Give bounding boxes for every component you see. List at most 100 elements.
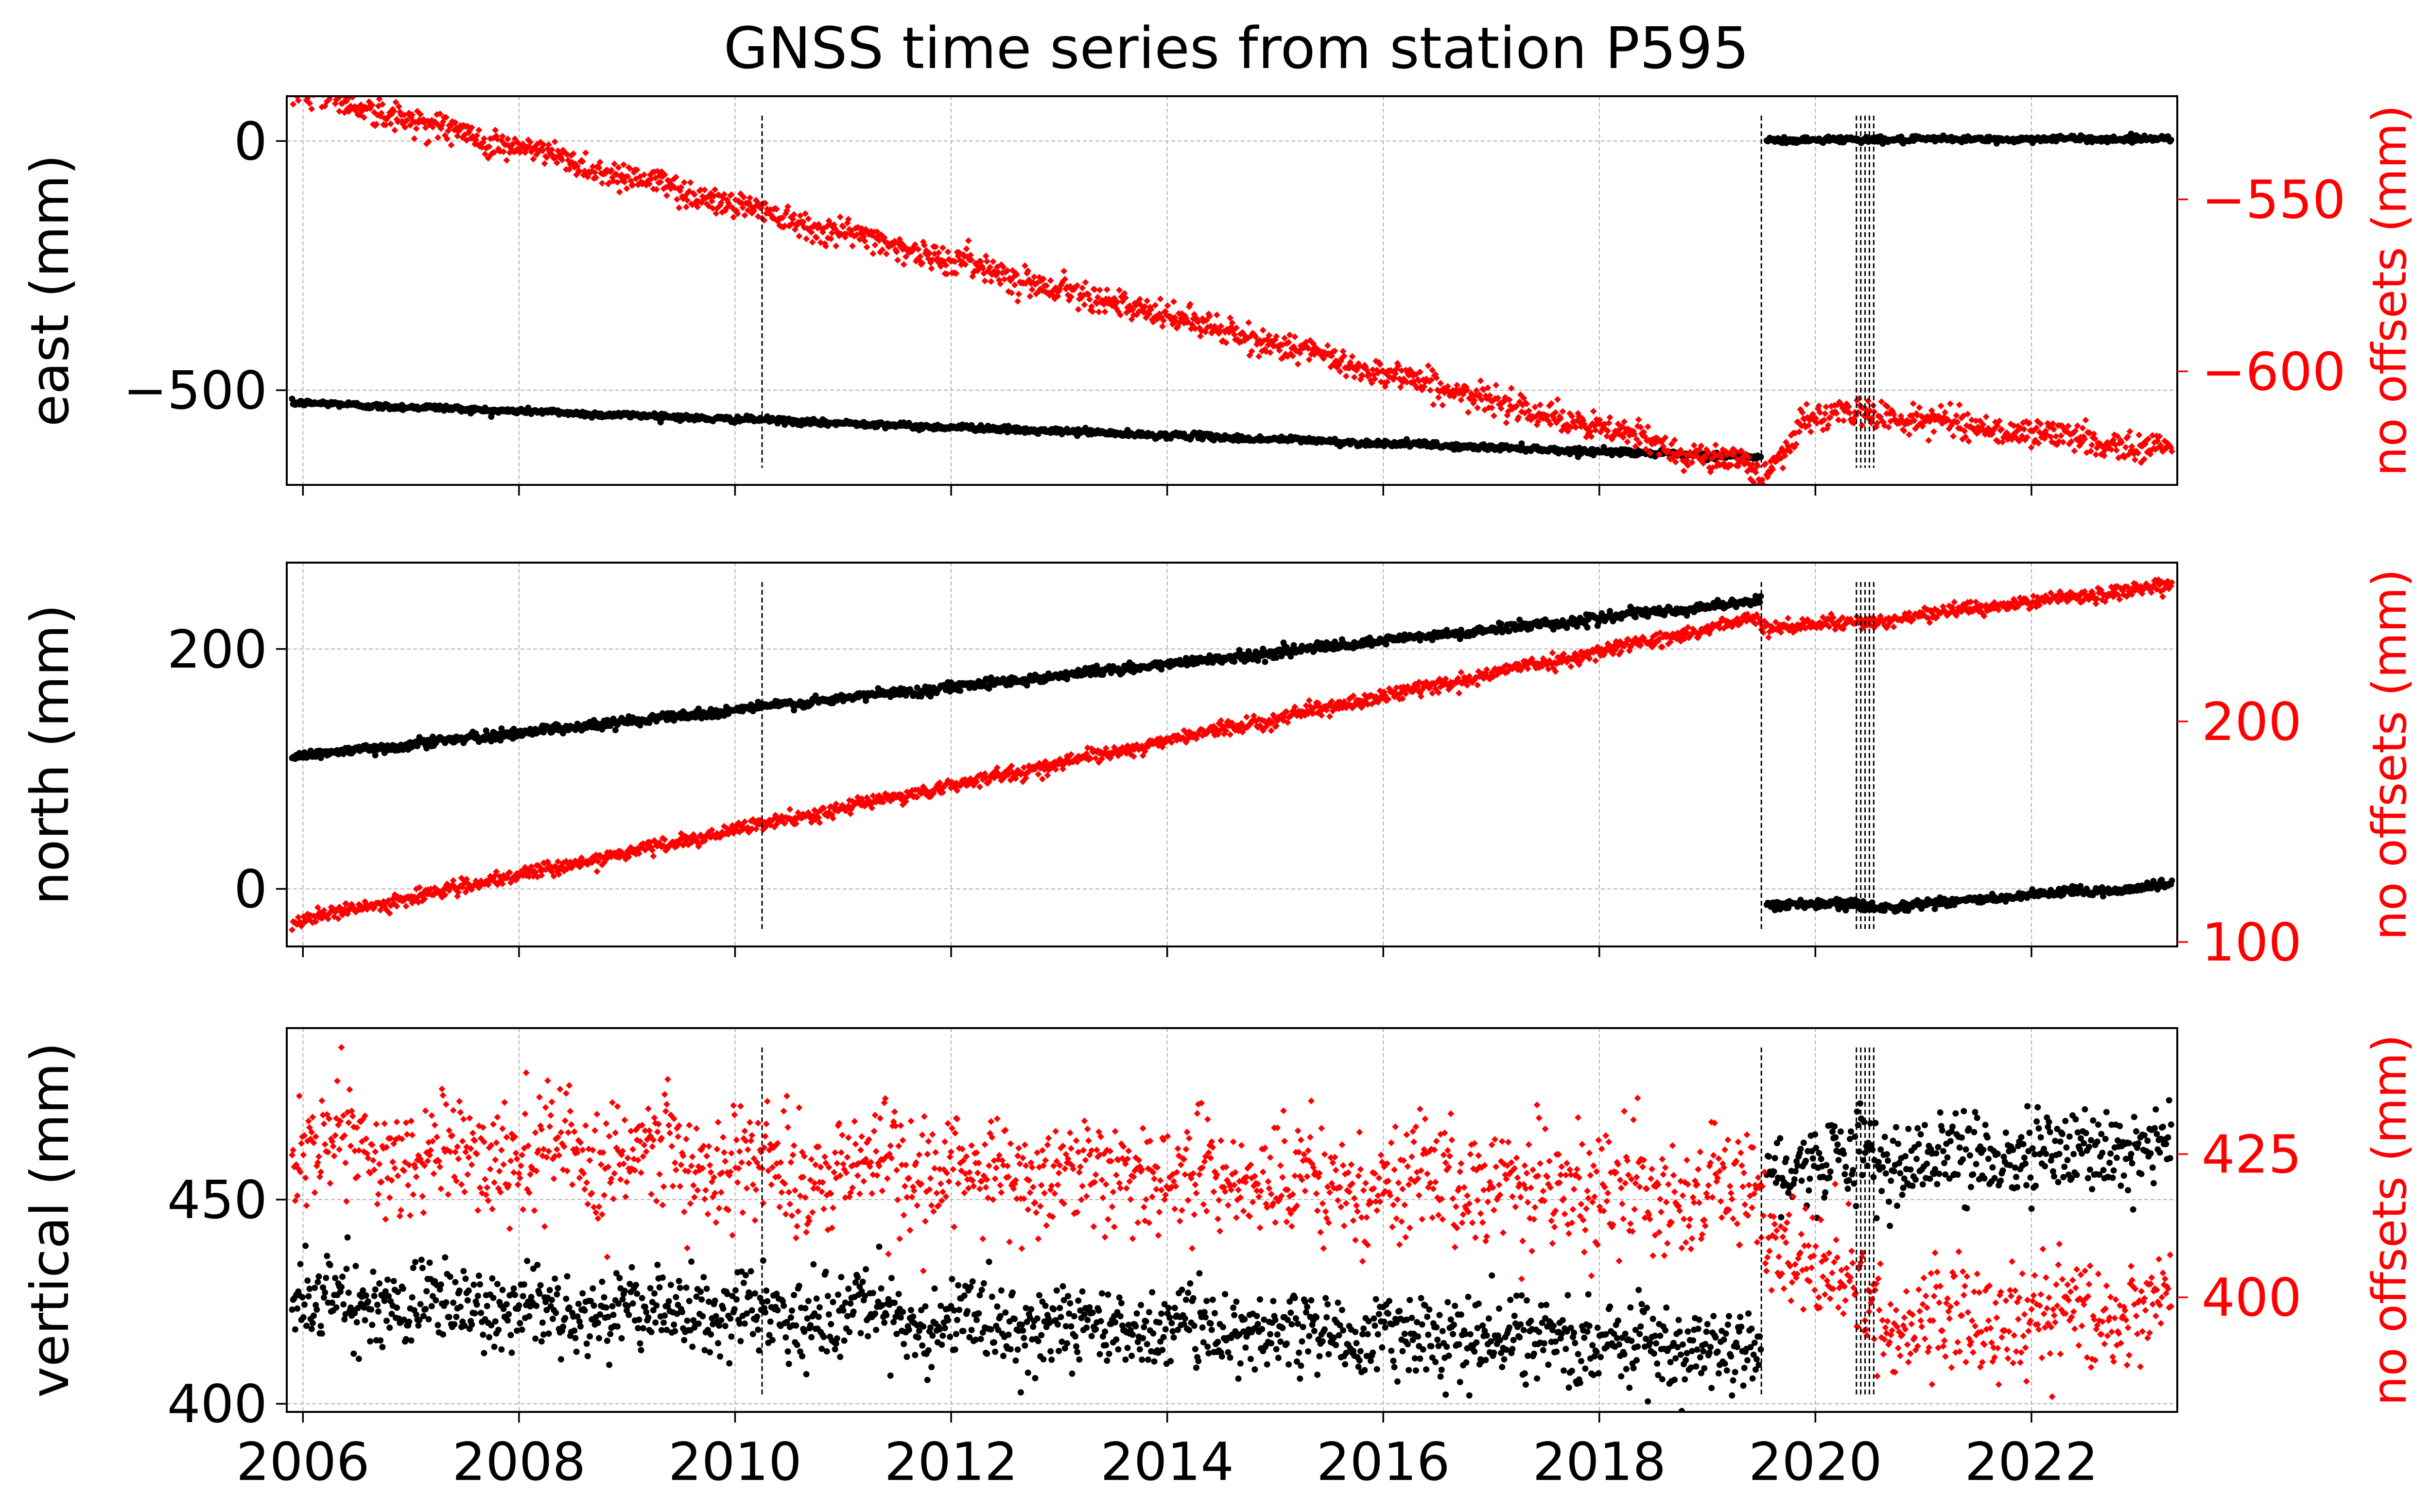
data-point bbox=[558, 156, 566, 164]
data-point bbox=[317, 86, 324, 93]
data-point bbox=[423, 745, 430, 752]
data-point bbox=[1248, 347, 1255, 355]
data-point bbox=[2088, 441, 2096, 448]
data-point bbox=[1620, 434, 1627, 441]
data-point bbox=[1520, 395, 1527, 402]
data-point bbox=[1395, 362, 1402, 369]
data-point bbox=[845, 216, 852, 223]
data-point bbox=[1812, 415, 1820, 422]
data-point bbox=[1498, 620, 1505, 627]
data-point bbox=[1273, 654, 1280, 661]
data-point bbox=[395, 103, 402, 110]
data-point bbox=[1596, 416, 1603, 424]
data-point bbox=[486, 143, 493, 150]
data-point bbox=[1824, 422, 1832, 429]
data-point bbox=[1518, 440, 1525, 447]
data-point bbox=[1547, 421, 1554, 428]
data-point bbox=[730, 214, 737, 221]
data-point bbox=[1898, 416, 1906, 423]
data-point bbox=[2108, 446, 2115, 453]
data-point bbox=[2122, 444, 2129, 451]
data-point bbox=[444, 135, 451, 142]
data-point bbox=[1458, 396, 1465, 404]
data-point bbox=[553, 159, 560, 167]
data-point bbox=[1840, 417, 1847, 424]
data-point bbox=[773, 206, 780, 213]
data-point bbox=[1587, 428, 1594, 435]
data-point bbox=[312, 89, 318, 96]
data-point bbox=[473, 132, 481, 139]
data-point bbox=[1994, 422, 2001, 430]
data-point bbox=[1453, 381, 1460, 389]
data-point bbox=[300, 88, 307, 95]
data-point bbox=[290, 101, 297, 108]
data-point bbox=[932, 243, 939, 250]
data-point bbox=[1572, 424, 1580, 431]
data-point bbox=[313, 87, 320, 94]
data-point bbox=[439, 118, 447, 125]
data-point bbox=[781, 223, 788, 229]
data-point bbox=[491, 149, 498, 156]
data-point bbox=[2013, 428, 2020, 435]
data-point bbox=[1336, 368, 1344, 375]
data-point bbox=[2145, 435, 2152, 443]
data-point bbox=[1366, 371, 1373, 378]
data-point bbox=[1437, 379, 1444, 387]
data-point bbox=[1944, 416, 1952, 424]
data-point bbox=[937, 263, 944, 270]
data-point bbox=[503, 156, 510, 164]
y2-tick-label: −600 bbox=[2202, 342, 2346, 402]
data-point bbox=[451, 119, 459, 126]
data-point bbox=[468, 124, 475, 131]
data-point bbox=[1878, 398, 1885, 405]
data-point bbox=[1262, 658, 1268, 665]
data-point bbox=[873, 228, 881, 236]
data-point bbox=[1750, 479, 1757, 485]
data-point bbox=[1152, 302, 1159, 309]
data-point bbox=[2082, 416, 2089, 424]
y2-tick-label: −550 bbox=[2202, 170, 2346, 230]
data-point bbox=[566, 166, 573, 173]
data-point bbox=[1353, 367, 1360, 374]
data-point bbox=[343, 98, 350, 105]
data-point bbox=[1956, 401, 1963, 409]
data-point bbox=[591, 169, 599, 176]
data-point bbox=[697, 186, 704, 193]
data-point bbox=[1534, 418, 1542, 425]
data-point bbox=[1799, 409, 1806, 416]
y-tick-label: −500 bbox=[123, 361, 267, 421]
data-point bbox=[1642, 446, 1649, 453]
data-point bbox=[1279, 651, 1286, 658]
data-point bbox=[387, 120, 394, 127]
data-point bbox=[663, 192, 670, 199]
data-point bbox=[2092, 451, 2100, 458]
data-point bbox=[2047, 433, 2054, 441]
data-point bbox=[1688, 459, 1696, 466]
data-point bbox=[2060, 438, 2066, 446]
data-point bbox=[1276, 347, 1283, 354]
data-point bbox=[991, 268, 999, 275]
data-point bbox=[1144, 297, 1151, 305]
data-point bbox=[1592, 427, 1599, 434]
data-point bbox=[2135, 449, 2142, 457]
data-point bbox=[1564, 428, 1571, 435]
data-point bbox=[1473, 387, 1480, 394]
data-point bbox=[791, 707, 798, 714]
data-point bbox=[1435, 394, 1442, 401]
data-point bbox=[2052, 433, 2060, 440]
data-point bbox=[677, 184, 685, 191]
data-point bbox=[1416, 368, 1423, 376]
data-point bbox=[661, 171, 668, 178]
data-point bbox=[372, 752, 379, 758]
data-point bbox=[1982, 413, 1990, 420]
data-point bbox=[1160, 317, 1167, 324]
data-point bbox=[629, 181, 637, 189]
data-point bbox=[1014, 298, 1022, 305]
data-point bbox=[401, 124, 409, 131]
data-point bbox=[1588, 433, 1595, 440]
data-point bbox=[574, 163, 581, 170]
data-point bbox=[1281, 335, 1288, 342]
data-point bbox=[1995, 438, 2002, 446]
data-point bbox=[734, 210, 741, 217]
